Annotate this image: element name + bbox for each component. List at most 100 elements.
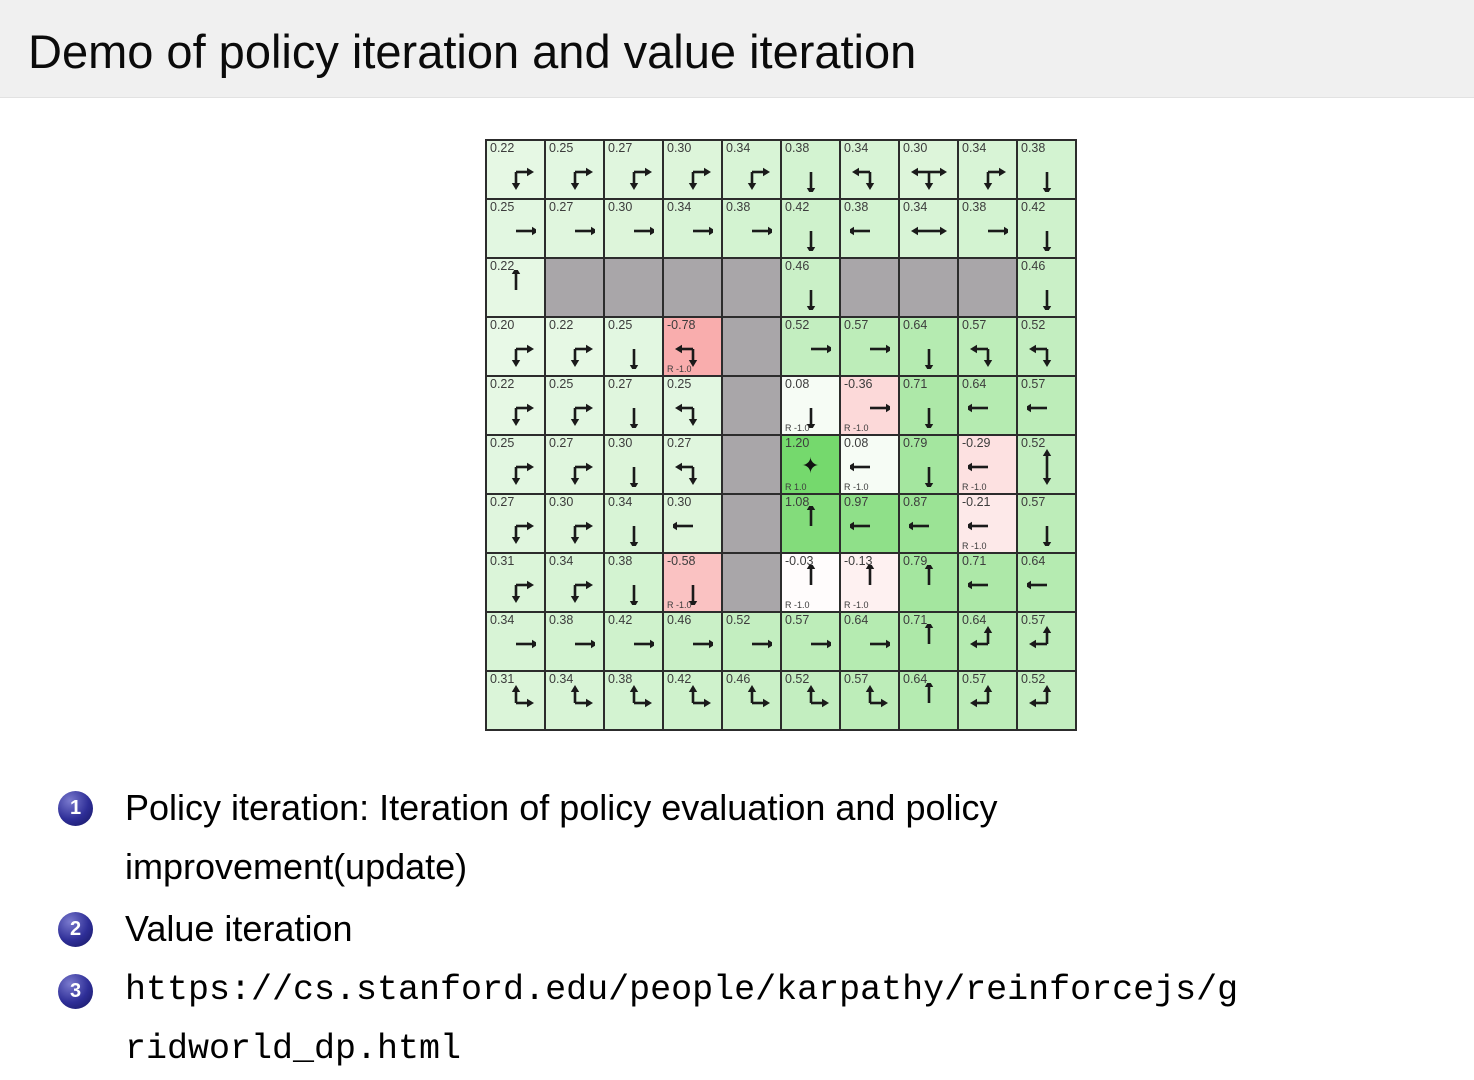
policy-arrow-icon xyxy=(629,466,638,487)
grid-cell: 0.25 xyxy=(546,377,603,434)
policy-arrow-icon xyxy=(511,403,534,426)
state-value: 0.27 xyxy=(667,436,692,450)
grid-cell: 0.34 xyxy=(487,613,544,670)
policy-arrow-icon xyxy=(967,521,988,530)
wall-cell xyxy=(546,259,603,316)
reward-label: R -1.0 xyxy=(667,364,692,374)
wall-cell xyxy=(900,259,957,316)
grid-cell: 0.57 xyxy=(1018,377,1075,434)
grid-cell: 0.64 xyxy=(900,672,957,729)
state-value: 0.34 xyxy=(549,554,574,568)
policy-arrow-icon xyxy=(1028,684,1051,707)
reward-label: R -1.0 xyxy=(844,482,869,492)
policy-arrow-icon xyxy=(910,226,947,235)
policy-arrow-icon xyxy=(515,639,536,648)
grid-cell: 0.52 xyxy=(782,318,839,375)
policy-arrow-icon xyxy=(1042,289,1051,310)
policy-arrow-icon xyxy=(806,230,815,251)
state-value: 0.25 xyxy=(549,377,574,391)
state-value: 0.27 xyxy=(549,436,574,450)
state-value: 0.52 xyxy=(726,613,751,627)
grid-cell: 0.30 xyxy=(546,495,603,552)
grid-cell: 0.08 R -1.0 xyxy=(782,377,839,434)
grid-cell: 0.22 xyxy=(487,141,544,198)
policy-arrow-icon xyxy=(924,466,933,487)
state-value: 0.34 xyxy=(549,672,574,686)
state-value: 0.71 xyxy=(962,554,987,568)
wall-cell xyxy=(723,554,780,611)
policy-arrow-icon xyxy=(629,584,638,605)
state-value: 0.34 xyxy=(667,200,692,214)
state-value: 0.64 xyxy=(1021,554,1046,568)
grid-cell: 0.71 xyxy=(900,377,957,434)
policy-arrow-icon xyxy=(806,289,815,310)
grid-cell: 0.27 xyxy=(487,495,544,552)
state-value: 0.27 xyxy=(549,200,574,214)
policy-arrow-icon xyxy=(574,226,595,235)
policy-arrow-icon xyxy=(869,639,890,648)
state-value: 0.42 xyxy=(1021,200,1046,214)
state-value: 0.25 xyxy=(490,436,515,450)
state-value: 0.46 xyxy=(667,613,692,627)
state-value: 0.22 xyxy=(490,377,515,391)
demo-url-text[interactable]: https://cs.stanford.edu/people/karpathy/… xyxy=(125,970,1239,1069)
policy-arrow-icon xyxy=(806,171,815,192)
state-value: -0.58 xyxy=(667,554,696,568)
grid-cell: 0.34 xyxy=(723,141,780,198)
policy-arrow-icon xyxy=(629,167,652,190)
grid-cell: 0.34 xyxy=(959,141,1016,198)
policy-arrow-icon xyxy=(1026,403,1047,412)
state-value: 0.57 xyxy=(1021,377,1046,391)
grid-cell: 0.46 xyxy=(664,613,721,670)
grid-cell: 0.52 xyxy=(782,672,839,729)
state-value: 0.27 xyxy=(490,495,515,509)
grid-cell: 0.25 xyxy=(664,377,721,434)
policy-arrow-icon xyxy=(633,639,654,648)
policy-arrow-icon xyxy=(1042,448,1051,485)
policy-arrow-icon xyxy=(967,403,988,412)
state-value: 0.31 xyxy=(490,672,515,686)
grid-cell: 0.64 xyxy=(841,613,898,670)
grid-cell: 0.57 xyxy=(841,318,898,375)
policy-arrow-icon xyxy=(692,226,713,235)
policy-arrow-icon xyxy=(688,684,711,707)
state-value: 0.27 xyxy=(608,141,633,155)
grid-cell: 0.31 xyxy=(487,554,544,611)
wall-cell xyxy=(959,259,1016,316)
policy-arrow-icon xyxy=(570,167,593,190)
policy-arrow-icon xyxy=(810,344,831,353)
policy-arrow-icon xyxy=(969,625,992,648)
state-value: 0.87 xyxy=(903,495,928,509)
state-value: 0.64 xyxy=(903,672,928,686)
reward-label: R -1.0 xyxy=(962,541,987,551)
policy-arrow-icon xyxy=(1026,580,1047,589)
policy-arrow-icon xyxy=(806,564,815,585)
policy-arrow-icon xyxy=(924,564,933,585)
policy-arrow-icon xyxy=(747,684,770,707)
grid-cell: 0.38 xyxy=(782,141,839,198)
state-value: 0.34 xyxy=(903,200,928,214)
policy-arrow-icon xyxy=(570,684,593,707)
item-number-badge: 3 xyxy=(58,974,93,1009)
state-value: 0.79 xyxy=(903,436,928,450)
grid-cell: 0.27 xyxy=(605,141,662,198)
policy-arrow-icon xyxy=(674,344,697,367)
policy-arrow-icon xyxy=(806,407,815,428)
grid-cell: 0.34 xyxy=(605,495,662,552)
policy-arrow-icon xyxy=(570,521,593,544)
grid-cell: 0.22 xyxy=(487,377,544,434)
state-value: 0.46 xyxy=(785,259,810,273)
state-value: -0.78 xyxy=(667,318,696,332)
grid-cell: 0.38 xyxy=(959,200,1016,257)
bullet-list: 1 Policy iteration: Iteration of policy e… xyxy=(58,778,1474,1079)
state-value: 0.57 xyxy=(1021,495,1046,509)
policy-arrow-icon xyxy=(869,403,890,412)
grid-cell: 0.38 xyxy=(1018,141,1075,198)
policy-arrow-icon xyxy=(629,525,638,546)
policy-arrow-icon xyxy=(1042,525,1051,546)
policy-arrow-icon xyxy=(810,639,831,648)
grid-cell: -0.29 R -1.0 xyxy=(959,436,1016,493)
goal-cell: 1.20 ✦ R 1.0 xyxy=(782,436,839,493)
policy-arrow-icon xyxy=(570,344,593,367)
state-value: 0.42 xyxy=(785,200,810,214)
